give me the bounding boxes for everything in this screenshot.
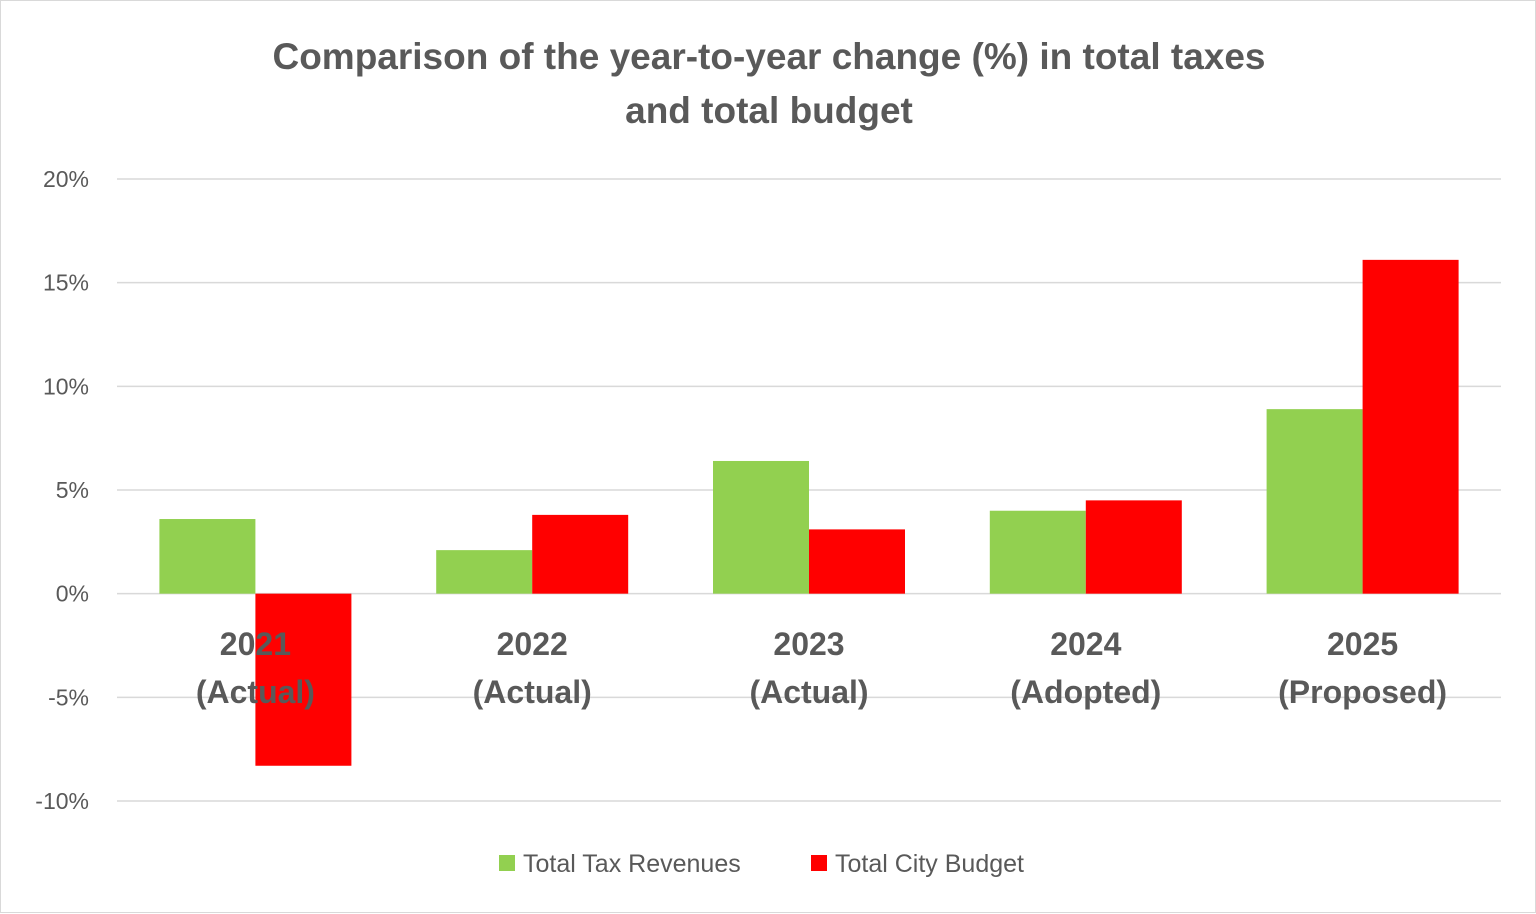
category-label: 2024 xyxy=(1050,626,1121,662)
legend-label-city-budget: Total City Budget xyxy=(835,850,1024,878)
bar-city-budget-2 xyxy=(809,529,905,594)
legend: Total Tax Revenues Total City Budget xyxy=(499,850,1024,878)
category-label: (Proposed) xyxy=(1278,674,1447,710)
legend-label-tax-revenues: Total Tax Revenues xyxy=(523,850,741,878)
bars xyxy=(159,259,1459,766)
category-label: 2022 xyxy=(497,626,568,662)
chart-title: Comparison of the year-to-year change (%… xyxy=(272,36,1265,131)
y-tick-label: 15% xyxy=(43,270,89,296)
bar-tax-revenues-0 xyxy=(159,519,256,594)
chart-title-line-1: Comparison of the year-to-year change (%… xyxy=(272,36,1265,77)
y-tick-label: -5% xyxy=(48,684,89,710)
y-tick-label: -10% xyxy=(35,788,89,814)
category-label: 2025 xyxy=(1327,626,1398,662)
category-label: (Adopted) xyxy=(1010,674,1161,710)
y-axis-ticks: 20% 15% 10% 5% 0% -5% -10% xyxy=(35,166,89,814)
legend-swatch-tax-revenues xyxy=(499,855,515,871)
y-tick-label: 5% xyxy=(56,477,89,503)
bar-tax-revenues-4 xyxy=(1266,409,1363,594)
y-tick-label: 0% xyxy=(56,581,89,607)
bar-tax-revenues-1 xyxy=(436,550,533,594)
bar-city-budget-4 xyxy=(1362,259,1459,594)
x-axis-category-labels: 2021 (Actual) 2022 (Actual) 2023 (Actual) 2024… xyxy=(196,626,1447,710)
bar-city-budget-1 xyxy=(532,514,629,594)
bar-city-budget-0 xyxy=(255,593,352,766)
bar-tax-revenues-2 xyxy=(713,460,809,594)
category-label: (Actual) xyxy=(196,674,315,710)
y-tick-label: 10% xyxy=(43,373,89,399)
chart-title-line-2: and total budget xyxy=(625,90,913,131)
category-label: 2021 xyxy=(220,626,291,662)
category-label: 2023 xyxy=(773,626,844,662)
category-label: (Actual) xyxy=(473,674,592,710)
category-label: (Actual) xyxy=(749,674,868,710)
bar-city-budget-3 xyxy=(1085,500,1182,594)
y-tick-label: 20% xyxy=(43,166,89,192)
bar-tax-revenues-3 xyxy=(989,510,1086,594)
legend-swatch-city-budget xyxy=(811,855,827,871)
